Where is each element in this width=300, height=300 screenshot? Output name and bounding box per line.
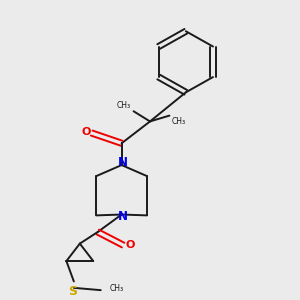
Text: CH₃: CH₃ — [172, 117, 186, 126]
Text: CH₃: CH₃ — [117, 101, 131, 110]
Text: S: S — [68, 285, 77, 298]
Text: O: O — [125, 240, 134, 250]
Text: N: N — [118, 210, 128, 224]
Text: O: O — [82, 127, 91, 136]
Text: N: N — [118, 156, 128, 169]
Text: CH₃: CH₃ — [110, 284, 124, 293]
